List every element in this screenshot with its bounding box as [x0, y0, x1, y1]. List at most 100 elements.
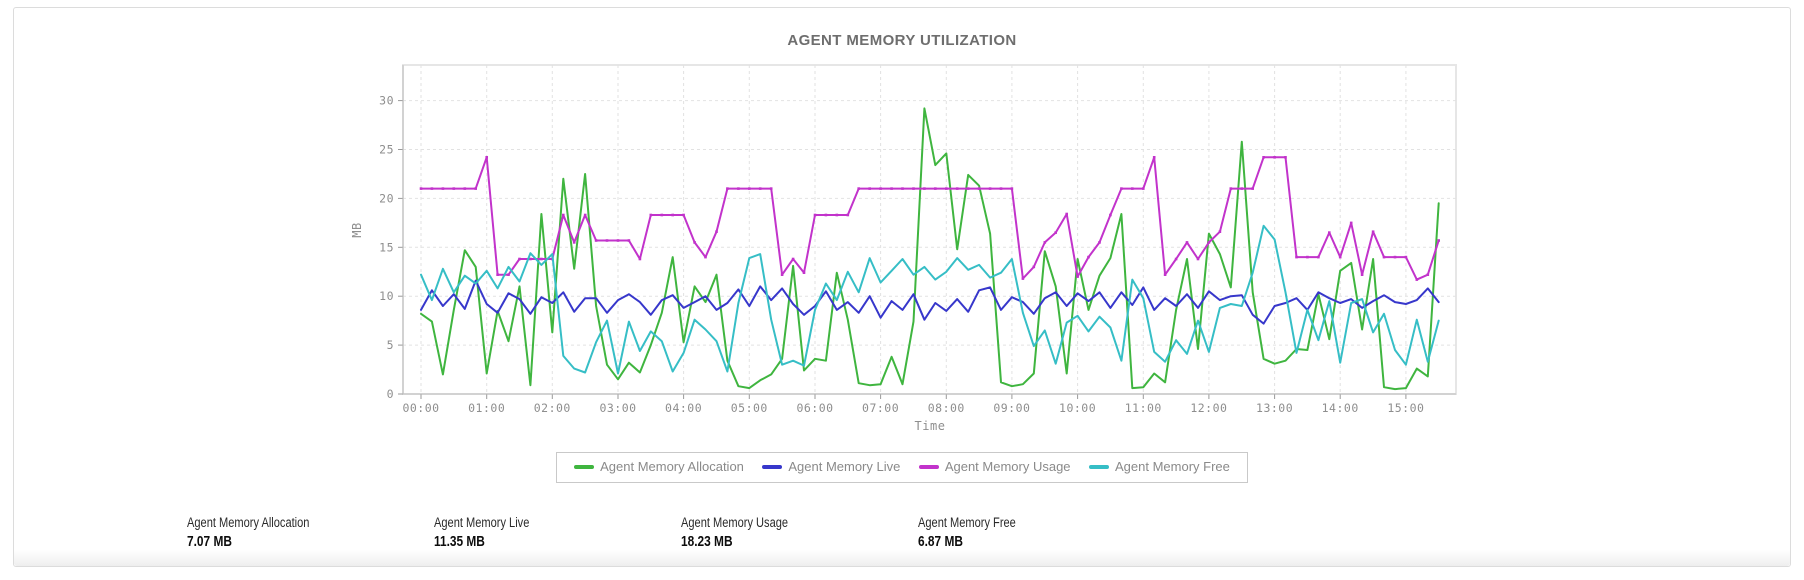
series-marker [1273, 156, 1276, 159]
series-marker [452, 187, 456, 190]
stat-agent-memory-live: Agent Memory Live 11.35 MB [434, 514, 672, 551]
legend: Agent Memory Allocation Agent Memory Liv… [14, 452, 1790, 483]
legend-swatch-live-icon [762, 464, 783, 469]
series-marker [1185, 241, 1189, 244]
series-marker [1393, 255, 1397, 259]
series-marker [605, 239, 609, 242]
series-marker [485, 156, 488, 159]
stat-value: 7.07 MB [187, 534, 232, 550]
series-marker [1284, 156, 1287, 159]
series-marker [1382, 255, 1386, 259]
series-marker [1415, 278, 1419, 281]
series-marker [1306, 255, 1309, 259]
x-tick-label: 14:00 [1322, 401, 1359, 415]
legend-swatch-allocation-icon [574, 464, 595, 469]
series-marker [1317, 255, 1320, 259]
series-marker [562, 213, 565, 217]
x-tick-label: 08:00 [928, 401, 965, 415]
series-marker [616, 239, 620, 242]
series-marker [1240, 187, 1244, 190]
y-axis-label: MB [350, 222, 364, 237]
series-marker [835, 213, 839, 217]
x-tick-label: 04:00 [665, 401, 702, 415]
series-marker [966, 187, 970, 190]
legend-item-agent-memory-allocation[interactable]: Agent Memory Allocation [574, 459, 744, 474]
series-marker [1360, 273, 1364, 276]
stat-label: Agent Memory Allocation [187, 515, 310, 530]
series-marker [1349, 221, 1353, 225]
series-marker [1196, 257, 1200, 261]
series-marker [1251, 187, 1254, 190]
series-marker [430, 187, 434, 190]
y-tick-label: 10 [379, 289, 394, 303]
legend-item-agent-memory-free[interactable]: Agent Memory Free [1089, 459, 1230, 474]
series-marker [715, 230, 718, 233]
legend-label: Agent Memory Allocation [600, 459, 744, 475]
x-tick-label: 05:00 [731, 401, 768, 415]
series-marker [1109, 213, 1112, 217]
series-marker [1426, 273, 1430, 276]
series-marker [780, 273, 784, 276]
legend-item-agent-memory-live[interactable]: Agent Memory Live [762, 459, 900, 474]
series-marker [474, 187, 477, 190]
y-tick-label: 25 [379, 143, 394, 157]
series-marker [1262, 156, 1265, 159]
stat-value: 11.35 MB [434, 534, 485, 550]
series-marker [945, 187, 948, 190]
series-marker [890, 187, 893, 190]
legend-label: Agent Memory Usage [944, 459, 1071, 475]
series-marker [1229, 187, 1233, 190]
y-tick-label: 30 [379, 94, 394, 108]
series-line-agent-memory-free [420, 224, 1440, 375]
series-marker [419, 187, 423, 190]
series-marker [693, 241, 696, 244]
x-axis-label: Time [915, 419, 946, 433]
series-marker [934, 187, 937, 190]
chart-title: AGENT MEMORY UTILIZATION [787, 32, 1017, 49]
series-marker [638, 257, 642, 261]
legend-label: Agent Memory Live [788, 459, 901, 475]
series-marker [758, 187, 762, 190]
x-tick-label: 02:00 [534, 401, 571, 415]
stat-value: 18.23 MB [681, 534, 733, 550]
series-marker [824, 213, 828, 217]
series-marker [441, 187, 445, 190]
y-tick-label: 20 [379, 191, 394, 205]
series-marker [496, 273, 499, 276]
series-marker [1098, 241, 1101, 244]
stat-label: Agent Memory Usage [681, 515, 789, 530]
x-tick-label: 00:00 [402, 401, 439, 415]
series-marker [1218, 230, 1222, 233]
series-marker [540, 257, 543, 261]
series-marker [1120, 187, 1123, 190]
series-marker [879, 187, 882, 190]
series-line-agent-memory-live [420, 279, 1440, 325]
series-marker [901, 187, 904, 190]
series-marker [671, 213, 674, 217]
legend-item-agent-memory-usage[interactable]: Agent Memory Usage [918, 459, 1071, 475]
legend-swatch-usage-icon [918, 464, 939, 469]
series-marker [463, 187, 467, 190]
series-marker [518, 257, 521, 261]
stat-label: Agent Memory Live [434, 515, 530, 530]
series-marker [1142, 187, 1145, 190]
stat-agent-memory-usage: Agent Memory Usage 18.23 MB [681, 514, 919, 551]
x-tick-label: 01:00 [468, 401, 505, 415]
series-marker [1437, 239, 1440, 242]
chart-card: AGENT MEMORY UTILIZATION MB Time 0 5 10 15 2… [13, 7, 1791, 567]
series-marker [594, 239, 598, 242]
y-tick-label: 15 [379, 240, 394, 254]
series-marker [1371, 230, 1375, 233]
series-marker [660, 213, 664, 217]
series-marker [1010, 187, 1014, 190]
series-marker [769, 187, 773, 190]
x-tick-label: 11:00 [1125, 401, 1162, 415]
series-marker [1076, 275, 1079, 278]
series-marker [955, 187, 959, 190]
x-tick-label: 10:00 [1059, 401, 1096, 415]
series-marker [1174, 257, 1178, 261]
x-tick-label: 15:00 [1387, 401, 1424, 415]
series-marker [1065, 212, 1068, 216]
card-footer-fade [14, 550, 1790, 566]
stat-label: Agent Memory Free [918, 515, 1016, 530]
